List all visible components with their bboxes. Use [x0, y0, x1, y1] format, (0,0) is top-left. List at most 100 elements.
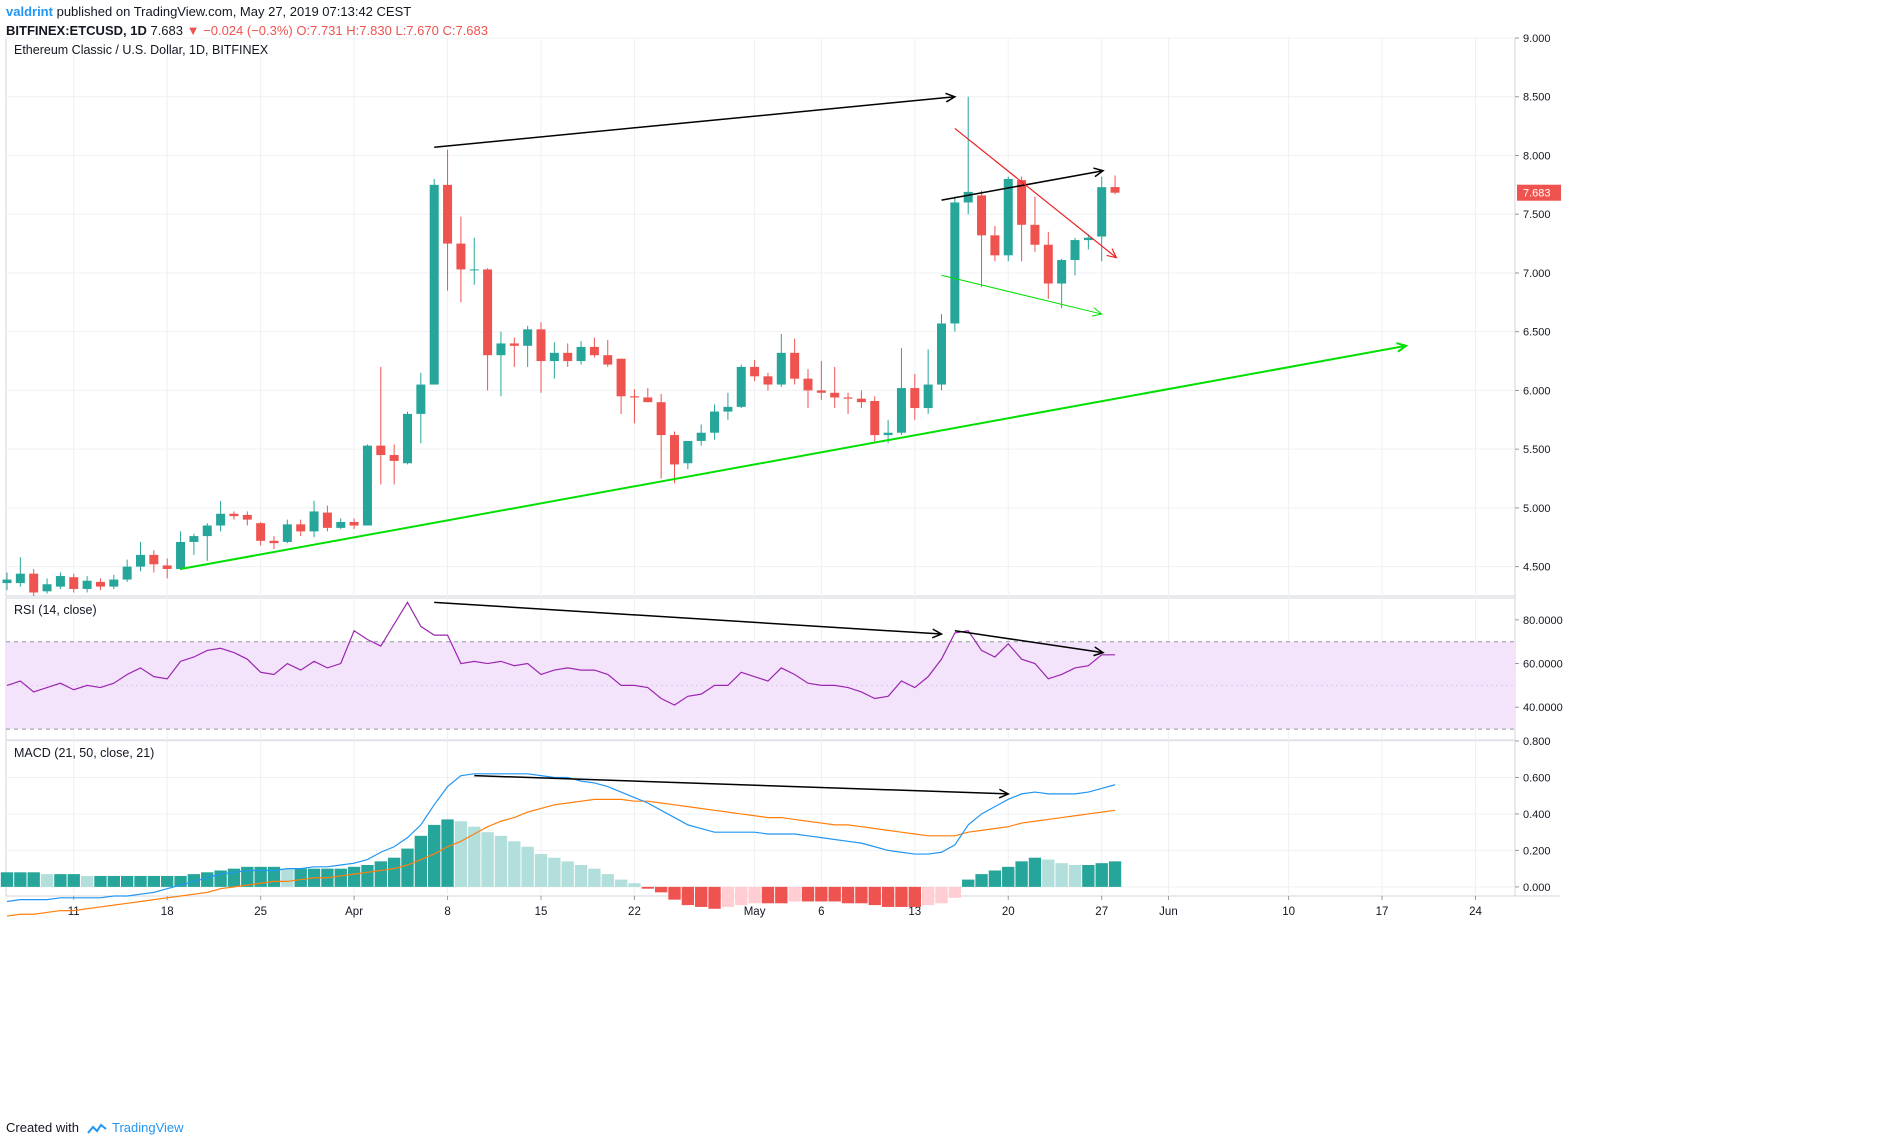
macd-tick-label: 0.000 — [1523, 882, 1551, 894]
candle-body — [15, 573, 25, 584]
candle-body — [656, 402, 666, 436]
price-tick-label: 4.500 — [1523, 562, 1551, 574]
macd-histogram-bar — [1002, 866, 1015, 887]
candle-body — [336, 521, 346, 528]
macd-histogram-bar — [881, 886, 895, 907]
candle-body — [576, 346, 586, 362]
candle-body — [790, 352, 800, 379]
candle-body — [616, 358, 626, 397]
time-tick-label: 22 — [628, 906, 641, 918]
macd-histogram-bar — [161, 875, 174, 887]
price-higher-high-line-2 — [941, 170, 1104, 201]
macd-tick-label: 0.200 — [1523, 845, 1551, 857]
candle-body — [830, 392, 840, 398]
candle-body — [1070, 240, 1080, 261]
macd-histogram-bar — [614, 879, 628, 887]
macd-histogram-bar — [748, 886, 761, 904]
macd-histogram-bar — [94, 875, 107, 887]
time-tick-label: Apr — [345, 906, 363, 918]
time-tick-label: 11 — [68, 906, 80, 918]
macd-histogram-bar — [1042, 859, 1055, 887]
macd-histogram-bar — [174, 875, 187, 887]
macd-histogram-bar — [441, 819, 454, 887]
price-tick-label: 8.000 — [1523, 150, 1551, 162]
macd-histogram-bar — [1108, 861, 1122, 887]
candle-body — [29, 573, 39, 593]
candle-body — [670, 435, 679, 465]
candle-body — [736, 366, 746, 407]
candle-body — [1030, 224, 1040, 245]
macd-histogram-bar — [334, 868, 347, 887]
macd-histogram-bar — [120, 875, 134, 887]
time-tick-label: 24 — [1469, 906, 1482, 918]
macd-histogram-bar — [975, 874, 988, 887]
rsi-lower-high-line — [434, 601, 942, 635]
author-name[interactable]: valdrint — [6, 4, 53, 19]
macd-histogram-bar — [1095, 863, 1108, 887]
descending-resistance-line — [954, 127, 1117, 259]
macd-histogram-bar — [681, 886, 695, 906]
macd-tick-label: 0.800 — [1523, 736, 1551, 748]
candle-body — [803, 378, 813, 391]
macd-histogram-bar — [1082, 865, 1095, 887]
ohlc-close: C:7.683 — [442, 23, 488, 38]
macd-histogram-bar — [561, 861, 574, 887]
macd-histogram-bar — [201, 872, 214, 887]
candle-body — [710, 411, 720, 433]
rsi-line — [6, 601, 1116, 706]
candle-body — [362, 445, 372, 526]
last-price: 7.683 — [150, 23, 184, 38]
candle-body — [763, 376, 773, 385]
macd-histogram-bar — [187, 874, 201, 887]
candle-body — [269, 540, 279, 544]
time-tick-label: May — [744, 906, 766, 918]
macd-histogram-bar — [841, 886, 855, 904]
candle-body — [1043, 244, 1053, 284]
candle-body — [82, 580, 92, 589]
candle-body — [950, 202, 960, 324]
candle-body — [149, 554, 159, 565]
price-tick-label: 9.000 — [1523, 33, 1551, 45]
candle-body — [242, 514, 252, 520]
ohlc-low: L:7.670 — [395, 23, 439, 38]
macd-histogram-bar — [361, 865, 374, 887]
candle-body — [456, 243, 466, 270]
candle-body — [937, 323, 946, 385]
macd-histogram-bar — [254, 866, 267, 887]
macd-histogram-bar — [428, 824, 441, 887]
publish-info: valdrint published on TradingView.com, M… — [6, 2, 411, 22]
macd-histogram-bar — [668, 886, 681, 900]
macd-histogram-bar — [988, 870, 1002, 887]
macd-histogram-bar — [14, 872, 27, 887]
down-triangle-icon: ▼ — [186, 23, 200, 38]
macd-histogram-bar — [895, 886, 908, 907]
candle-body — [256, 523, 266, 541]
candle-body — [843, 397, 853, 399]
price-tick-label: 5.000 — [1523, 503, 1551, 515]
descending-support-line — [941, 274, 1102, 315]
candle-body — [69, 577, 79, 589]
macd-histogram-bar — [1068, 865, 1082, 887]
rsi-pane-title: RSI (14, close) — [14, 603, 97, 617]
macd-histogram-bar — [414, 835, 428, 887]
macd-histogram-bar — [761, 886, 775, 904]
footer-brand[interactable]: TradingView — [112, 1120, 184, 1135]
macd-histogram-bar — [107, 875, 120, 887]
footer-prefix: Created with — [6, 1120, 79, 1135]
candle-body — [443, 184, 453, 244]
candle-body — [910, 388, 920, 409]
candle-body — [429, 184, 439, 385]
candle-body — [176, 541, 186, 569]
price-tick-label: 7.000 — [1523, 268, 1551, 280]
macd-histogram-bar — [387, 857, 401, 887]
macd-histogram-bar — [374, 861, 387, 887]
macd-histogram-bar — [962, 879, 975, 887]
candle-body — [963, 191, 973, 203]
candle-body — [122, 566, 132, 580]
candle-body — [776, 352, 786, 385]
candle-body — [189, 536, 199, 542]
macd-histogram-bar — [855, 886, 868, 904]
macd-lower-high-line-arrowhead — [998, 788, 1010, 799]
macd-histogram-bar — [80, 875, 94, 887]
